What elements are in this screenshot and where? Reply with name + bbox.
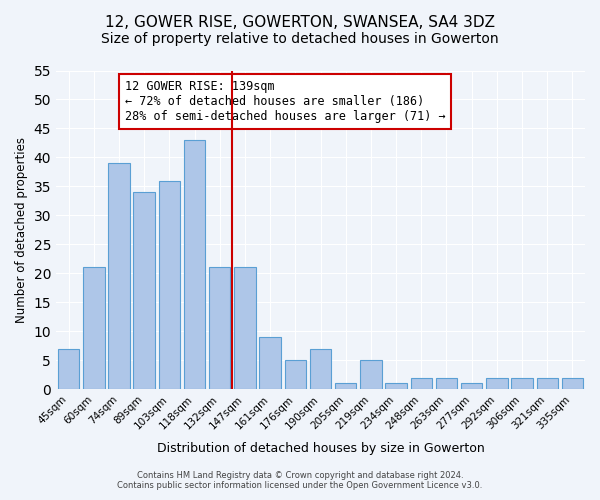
Bar bbox=[209, 268, 230, 389]
Bar bbox=[109, 163, 130, 389]
Bar bbox=[234, 268, 256, 389]
Bar bbox=[259, 337, 281, 389]
Bar bbox=[436, 378, 457, 389]
Text: Contains HM Land Registry data © Crown copyright and database right 2024.
Contai: Contains HM Land Registry data © Crown c… bbox=[118, 470, 482, 490]
Bar bbox=[284, 360, 306, 389]
Bar bbox=[486, 378, 508, 389]
Text: Size of property relative to detached houses in Gowerton: Size of property relative to detached ho… bbox=[101, 32, 499, 46]
X-axis label: Distribution of detached houses by size in Gowerton: Distribution of detached houses by size … bbox=[157, 442, 484, 455]
Bar bbox=[562, 378, 583, 389]
Bar bbox=[335, 384, 356, 389]
Bar bbox=[83, 268, 104, 389]
Bar bbox=[410, 378, 432, 389]
Bar bbox=[310, 348, 331, 389]
Text: 12, GOWER RISE, GOWERTON, SWANSEA, SA4 3DZ: 12, GOWER RISE, GOWERTON, SWANSEA, SA4 3… bbox=[105, 15, 495, 30]
Bar bbox=[385, 384, 407, 389]
Bar bbox=[133, 192, 155, 389]
Bar bbox=[461, 384, 482, 389]
Bar bbox=[58, 348, 79, 389]
Bar bbox=[158, 180, 180, 389]
Bar bbox=[360, 360, 382, 389]
Bar bbox=[536, 378, 558, 389]
Y-axis label: Number of detached properties: Number of detached properties bbox=[15, 137, 28, 323]
Text: 12 GOWER RISE: 139sqm
← 72% of detached houses are smaller (186)
28% of semi-det: 12 GOWER RISE: 139sqm ← 72% of detached … bbox=[125, 80, 445, 123]
Bar bbox=[511, 378, 533, 389]
Bar bbox=[184, 140, 205, 389]
